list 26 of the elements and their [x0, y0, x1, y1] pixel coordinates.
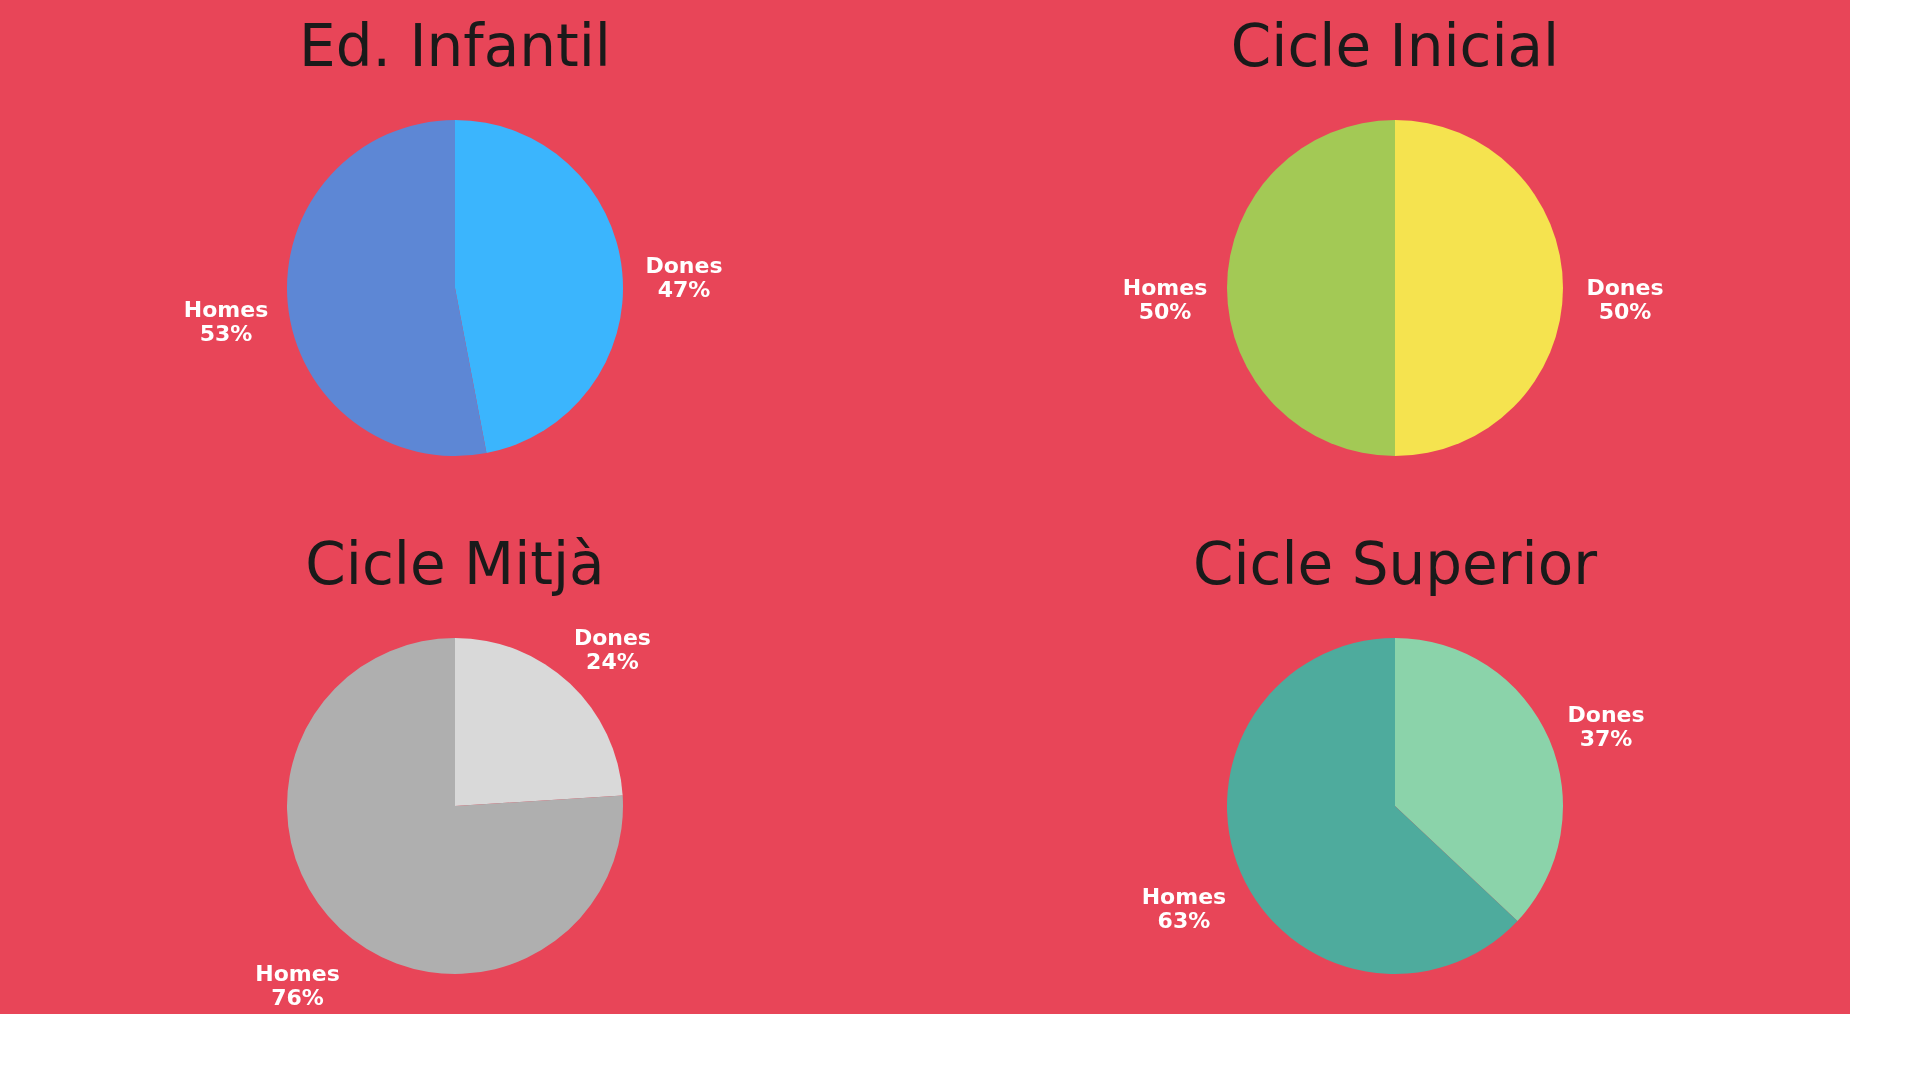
- chart-title: Ed. Infantil: [299, 12, 611, 80]
- data-label: 63%: [1157, 908, 1211, 934]
- slice-label: Dones: [573, 625, 651, 651]
- pie-slice: [455, 120, 623, 454]
- slice-label: Homes: [255, 960, 340, 986]
- data-label: 53%: [199, 320, 253, 346]
- data-label: 37%: [1579, 725, 1633, 751]
- slice-label: Homes: [183, 296, 269, 322]
- slice-label: Homes: [1141, 884, 1227, 910]
- slice-label: Dones: [1586, 275, 1664, 300]
- data-label: 50%: [1598, 299, 1652, 324]
- pie-slice: [1227, 120, 1395, 456]
- pie-slice: [1395, 120, 1563, 456]
- data-label: 47%: [657, 277, 711, 303]
- chart-title: Cicle Inicial: [1230, 12, 1560, 80]
- chart-title: Cicle Mitjà: [305, 530, 605, 598]
- data-label: 24%: [586, 649, 639, 675]
- pie-slice: [1227, 638, 1518, 974]
- chart-title: Cicle Superior: [1192, 530, 1598, 598]
- pie-slice: [1395, 638, 1563, 921]
- data-label: 76%: [271, 984, 324, 1010]
- slice-label: Dones: [645, 253, 723, 279]
- slice-label: Dones: [1567, 701, 1645, 727]
- slice-label: Homes: [1122, 275, 1208, 300]
- data-label: 50%: [1138, 299, 1192, 324]
- pie-slice: [287, 120, 487, 456]
